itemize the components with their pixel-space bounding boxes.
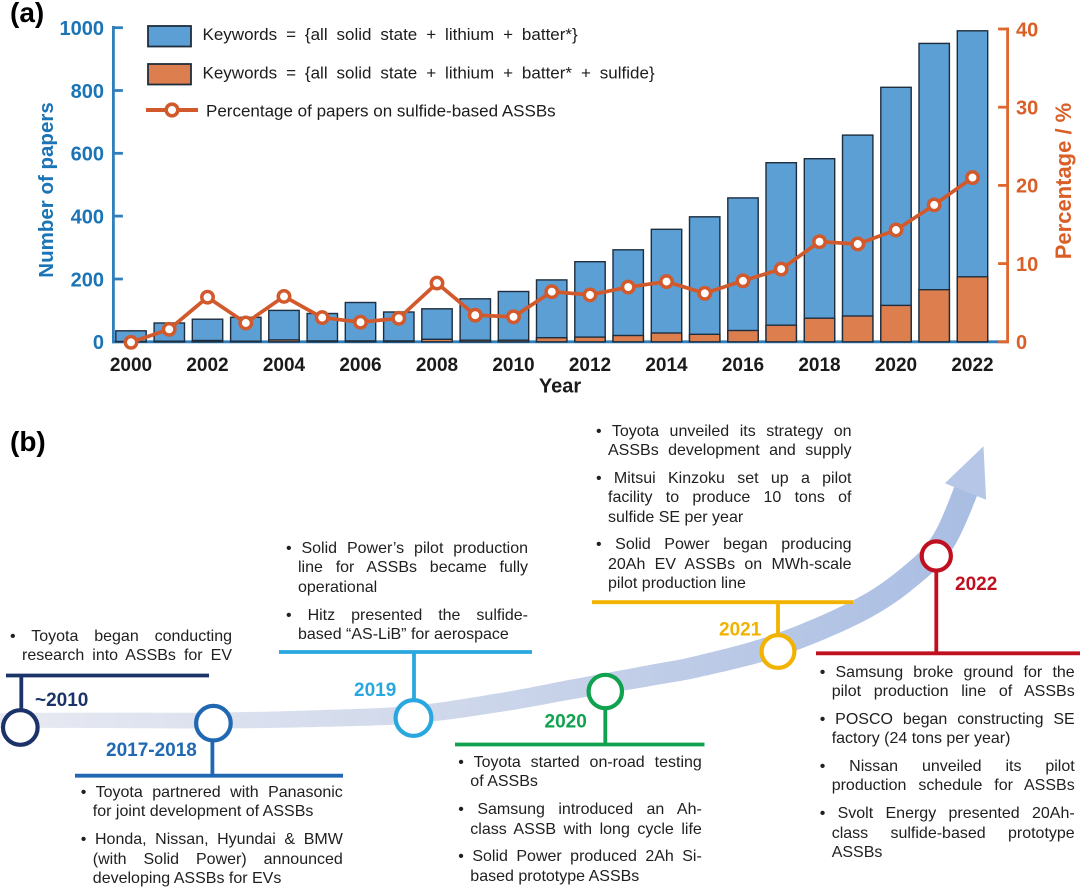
svg-text:20: 20 (1016, 176, 1038, 198)
svg-text:2020: 2020 (545, 712, 587, 733)
svg-text:2022: 2022 (951, 355, 993, 376)
svg-text:Percentage / %: Percentage / % (1051, 103, 1076, 260)
svg-text:2018: 2018 (798, 355, 840, 376)
svg-text:2012: 2012 (569, 355, 611, 376)
svg-text:10: 10 (1016, 254, 1038, 276)
svg-text:0: 0 (1016, 332, 1027, 354)
svg-text:Keywords = {all solid state +: Keywords = {all solid state + lithium + … (203, 63, 655, 82)
svg-text:2021: 2021 (719, 620, 762, 641)
svg-text:600: 600 (71, 144, 104, 166)
svg-text:(b): (b) (10, 426, 46, 457)
svg-text:Keywords = {all solid state +: Keywords = {all solid state + lithium + … (203, 25, 579, 44)
svg-text:800: 800 (71, 81, 104, 103)
svg-text:400: 400 (71, 206, 104, 228)
svg-text:2016: 2016 (722, 355, 764, 376)
svg-text:(a): (a) (10, 0, 44, 28)
svg-text:2020: 2020 (875, 355, 917, 376)
svg-text:2006: 2006 (339, 355, 381, 376)
svg-text:2017-2018: 2017-2018 (106, 740, 197, 761)
svg-text:Year: Year (539, 376, 581, 398)
svg-text:40: 40 (1016, 19, 1038, 41)
svg-text:2008: 2008 (416, 355, 458, 376)
svg-text:200: 200 (71, 269, 104, 291)
svg-text:0: 0 (93, 332, 104, 354)
svg-text:Percentage of papers on sulfid: Percentage of papers on sulfide-based AS… (206, 102, 556, 121)
svg-text:2002: 2002 (186, 355, 228, 376)
svg-text:2019: 2019 (354, 680, 396, 701)
svg-text:2004: 2004 (263, 355, 306, 376)
svg-text:2000: 2000 (110, 355, 152, 376)
svg-text:2022: 2022 (955, 574, 997, 595)
svg-text:2010: 2010 (492, 355, 534, 376)
svg-text:Number of papers: Number of papers (35, 102, 58, 277)
svg-text:2014: 2014 (645, 355, 688, 376)
svg-text:~2010: ~2010 (35, 690, 88, 711)
svg-text:1000: 1000 (60, 18, 105, 40)
svg-text:30: 30 (1016, 98, 1038, 120)
